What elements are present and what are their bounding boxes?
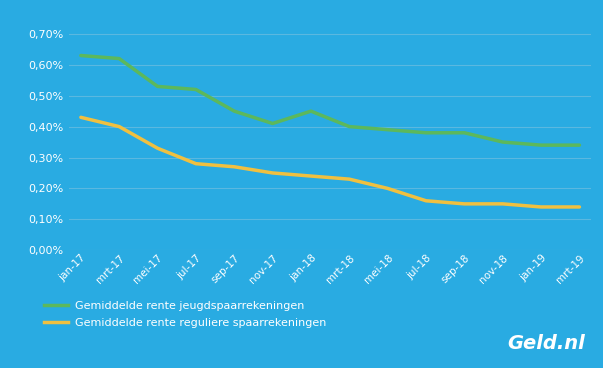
Text: Geld.nl: Geld.nl — [507, 334, 585, 353]
Legend: Gemiddelde rente jeugdspaarrekeningen, Gemiddelde rente reguliere spaarrekeninge: Gemiddelde rente jeugdspaarrekeningen, G… — [43, 301, 326, 328]
